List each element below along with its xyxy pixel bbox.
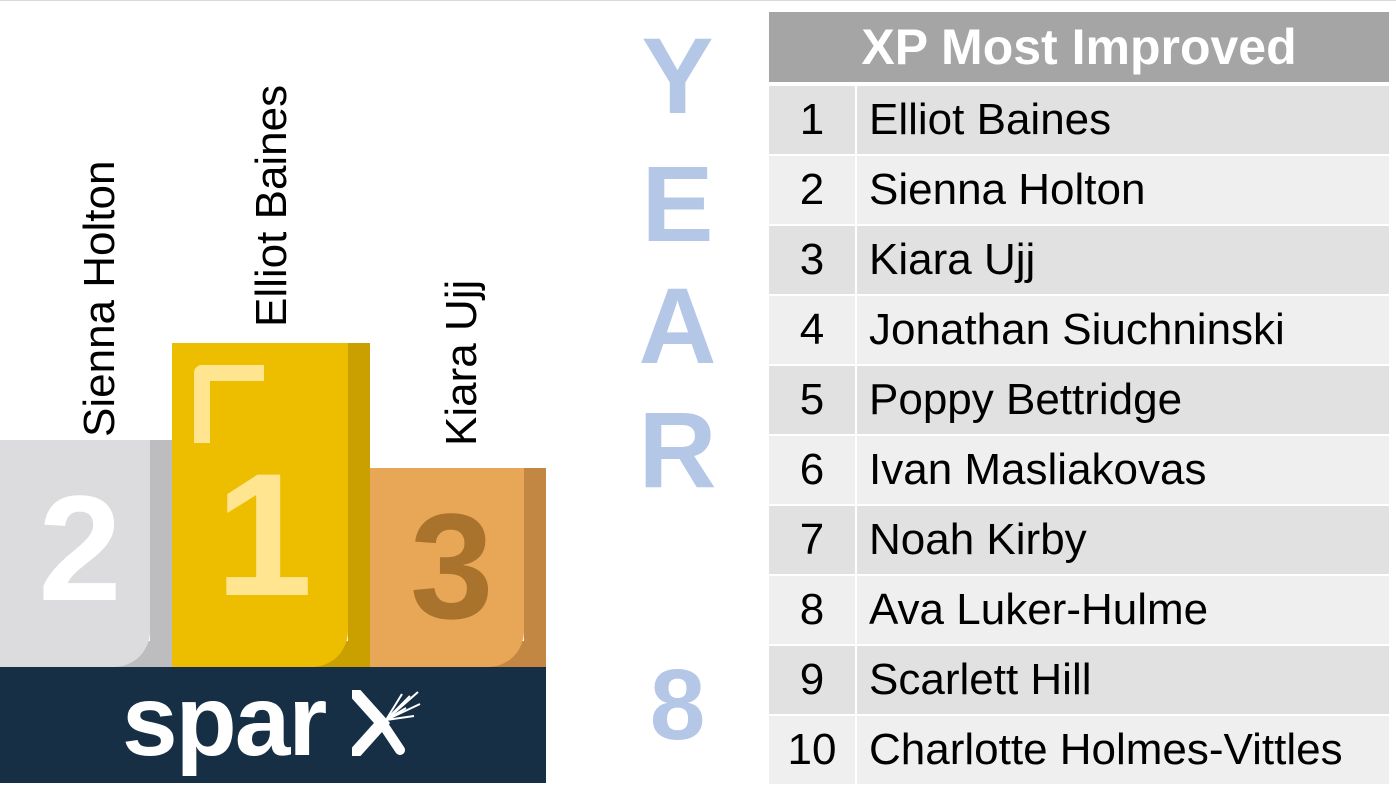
row-rank: 2 xyxy=(769,156,857,224)
table-row: 3 Kiara Ujj xyxy=(769,226,1389,296)
year-number: 8 xyxy=(649,649,706,761)
row-name: Charlotte Holmes-Vittles xyxy=(857,716,1389,784)
row-rank: 6 xyxy=(769,436,857,504)
table-row: 5 Poppy Bettridge xyxy=(769,366,1389,436)
table-row: 8 Ava Luker-Hulme xyxy=(769,576,1389,646)
podium-name-third: Kiara Ujj xyxy=(437,279,486,446)
row-rank: 4 xyxy=(769,296,857,364)
row-rank: 8 xyxy=(769,576,857,644)
row-rank: 1 xyxy=(769,86,857,154)
leaderboard-table: XP Most Improved 1 Elliot Baines 2 Sienn… xyxy=(769,12,1389,786)
table-title: XP Most Improved xyxy=(769,12,1389,86)
table-row: 2 Sienna Holton xyxy=(769,156,1389,226)
row-name: Poppy Bettridge xyxy=(857,366,1389,434)
podium-rank-third: 3 xyxy=(410,482,494,650)
row-name: Sienna Holton xyxy=(857,156,1389,224)
row-rank: 10 xyxy=(769,716,857,784)
year-letter: R xyxy=(638,389,717,510)
table-row: 10 Charlotte Holmes-Vittles xyxy=(769,716,1389,786)
table-row: 6 Ivan Masliakovas xyxy=(769,436,1389,506)
row-name: Ivan Masliakovas xyxy=(857,436,1389,504)
sparx-x-icon xyxy=(352,690,421,756)
row-name: Kiara Ujj xyxy=(857,226,1389,294)
podium-block-first: 1 xyxy=(172,343,370,667)
row-rank: 5 xyxy=(769,366,857,434)
podium-name-first: Elliot Baines xyxy=(247,84,296,327)
year-letter: A xyxy=(638,265,717,386)
top-divider xyxy=(0,0,1396,1)
row-name: Noah Kirby xyxy=(857,506,1389,574)
table-row: 9 Scarlett Hill xyxy=(769,646,1389,716)
row-rank: 3 xyxy=(769,226,857,294)
row-name: Elliot Baines xyxy=(857,86,1389,154)
table-row: 1 Elliot Baines xyxy=(769,86,1389,156)
brand-logo-text: spar xyxy=(122,665,327,777)
row-rank: 7 xyxy=(769,506,857,574)
row-name: Jonathan Siuchninski xyxy=(857,296,1389,364)
row-name: Scarlett Hill xyxy=(857,646,1389,714)
row-name: Ava Luker-Hulme xyxy=(857,576,1389,644)
podium: 2 1 3 Sienna Holton Elliot Baines Kiara … xyxy=(0,0,560,790)
podium-name-second: Sienna Holton xyxy=(75,160,124,437)
year-letter: Y xyxy=(641,15,714,136)
year-letter: E xyxy=(641,143,714,264)
corner-highlight-icon xyxy=(194,365,264,443)
row-rank: 9 xyxy=(769,646,857,714)
table-row: 4 Jonathan Siuchninski xyxy=(769,296,1389,366)
podium-rank-first: 1 xyxy=(215,438,313,633)
brand-bar xyxy=(0,667,546,783)
podium-block-second: 2 xyxy=(0,440,172,667)
podium-block-third: 3 xyxy=(370,468,546,667)
table-row: 7 Noah Kirby xyxy=(769,506,1389,576)
podium-rank-second: 2 xyxy=(38,464,122,632)
